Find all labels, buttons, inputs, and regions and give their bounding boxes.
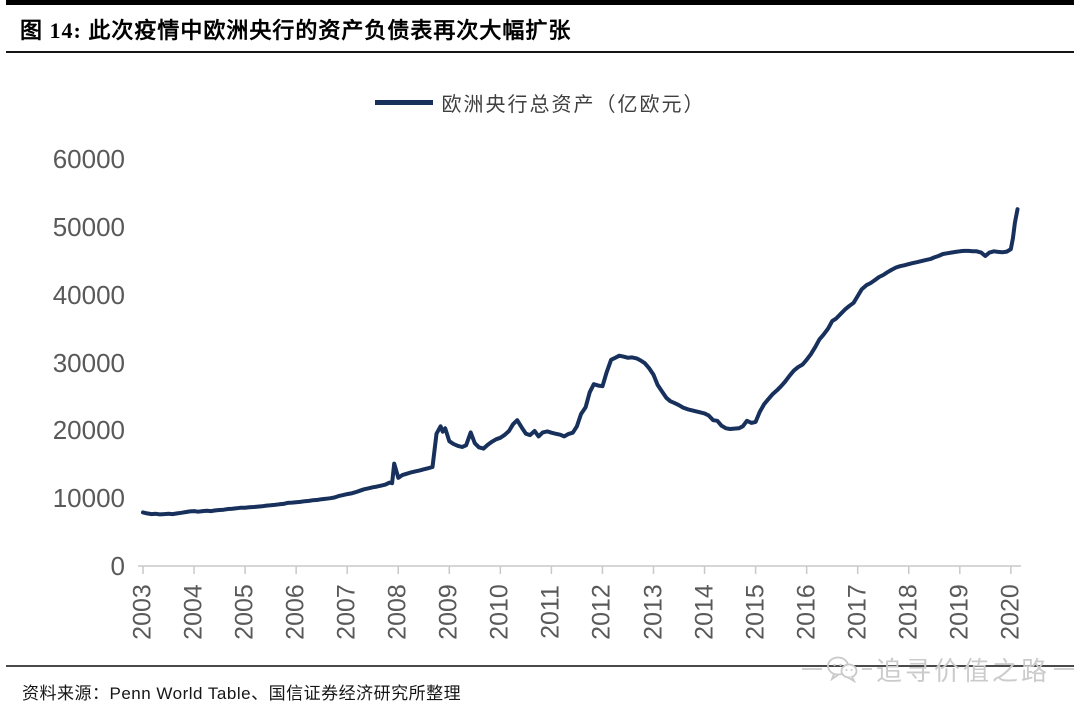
- x-axis-label: 2013: [639, 584, 667, 640]
- watermark-mid-dash: [861, 668, 872, 670]
- watermark-label: 追寻价值之路: [875, 655, 1050, 686]
- title-divider-rule: [6, 51, 1074, 53]
- watermark: 追寻价值之路: [801, 650, 1074, 688]
- y-axis-label: 50000: [52, 211, 125, 242]
- x-axis-label: 2010: [485, 584, 514, 640]
- x-axis-label: 2004: [179, 584, 208, 640]
- top-border-rule: [6, 0, 1074, 5]
- watermark-left-dash: [801, 668, 822, 670]
- x-axis-label: 2009: [434, 584, 463, 640]
- ecb-total-assets-line: [141, 207, 1020, 517]
- x-axis-label: 2015: [741, 584, 770, 640]
- y-axis-label: 60000: [52, 144, 125, 174]
- x-axis-label: 2019: [945, 584, 974, 640]
- x-axis-label: 2006: [281, 584, 310, 640]
- x-axis-label: 2005: [230, 584, 259, 640]
- y-axis-label: 30000: [52, 347, 125, 378]
- figure-title: 图 14: 此次疫情中欧洲央行的资产负债表再次大幅扩张: [20, 18, 572, 43]
- x-axis-label: 2012: [587, 584, 616, 640]
- x-axis-label: 2007: [332, 584, 361, 640]
- y-axis-label: 0: [110, 551, 125, 581]
- watermark-right-dash: [1054, 668, 1074, 670]
- x-axis-label: 2014: [690, 584, 719, 640]
- x-axis-label: 2017: [843, 584, 872, 640]
- y-axis-label: 40000: [52, 279, 125, 310]
- wechat-bubbles-icon: [827, 656, 858, 683]
- chart-legend: 欧洲央行总资产（亿欧元）: [0, 88, 1080, 117]
- x-axis-label: 2008: [383, 584, 412, 640]
- x-axis-label: 2003: [128, 584, 157, 640]
- y-axis-label: 20000: [52, 415, 125, 446]
- x-axis-label: 2018: [894, 584, 923, 640]
- legend-line-swatch: [374, 100, 433, 105]
- x-axis-label: 2016: [792, 584, 821, 640]
- footer-divider-rule: [6, 665, 1074, 667]
- y-axis-label: 10000: [52, 483, 125, 514]
- x-axis-label: 2020: [996, 584, 1025, 640]
- legend-series-label: 欧洲央行总资产（亿欧元）: [441, 94, 706, 116]
- source-note: 资料来源：Penn World Table、国信证券经济研究所整理: [22, 684, 462, 703]
- x-axis-label: 2011: [536, 585, 565, 639]
